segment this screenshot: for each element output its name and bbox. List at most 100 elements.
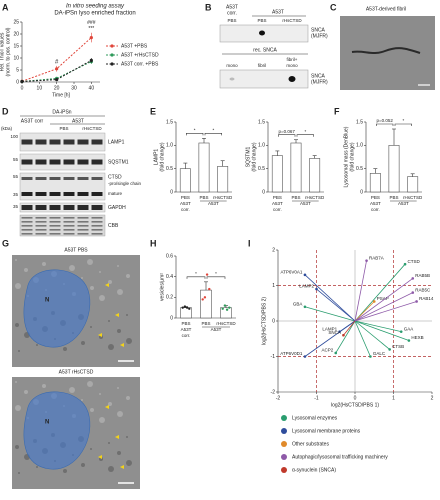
blot-title: rec. SNCA [253,47,277,53]
blot-band [63,159,75,165]
significance-bracket [296,134,314,137]
point [388,348,391,351]
texture [90,448,92,450]
blot-band [21,139,33,145]
lane-label: rHsCTSD [282,18,302,23]
y-tick-label: 1.0 [258,143,265,149]
point-label: HEXB [411,335,423,340]
bar [290,142,302,193]
blot-band [77,217,89,219]
group-label: A53T [272,9,284,15]
arrowhead [98,455,102,459]
y-tick-label: 0.5 [258,166,265,172]
y-axis-label: (fold change) [159,142,165,172]
texture [81,341,85,345]
texture [108,466,114,472]
y-tick-label: 1.5 [356,119,363,125]
point-label: ATP6V0A1 [281,270,303,275]
blot-band [63,221,75,223]
vector [316,288,356,322]
y-tick-label: -1 [271,354,276,360]
blot-band [91,221,103,223]
texture [69,387,75,393]
x-tick-label: rHsCTSD [216,321,236,326]
y-tick-label: 15 [13,43,19,49]
texture [36,344,38,346]
blot-band [77,205,89,210]
nucleus [23,391,91,470]
y-tick-label: 0.5 [356,166,363,172]
x-tick-label: PBS [291,195,300,200]
mw-marker: 55 [13,174,19,179]
arrowhead [105,283,109,287]
texture [87,381,93,387]
point [55,67,59,71]
texture [42,262,46,266]
texture [108,320,110,322]
texture [81,463,85,467]
lane-label: PBS [257,18,266,23]
texture [126,396,130,400]
blot-band [21,177,33,180]
point [399,330,403,333]
legend-label: A53T +rHsCTSD [121,52,159,58]
row-label: CBB [108,223,119,229]
blot-band [21,221,33,223]
panel-label: B [205,2,212,12]
group-label: corr. [182,333,191,338]
legend-label: Lysosomal membrane proteins [292,428,361,434]
chart-subtitle: DA-iPSn lyso enriched fraction [54,11,135,17]
blot-band [229,77,235,81]
blot-band [49,139,61,145]
blot-band [77,233,89,235]
blot-label: SNCA [311,27,326,33]
group-label: corr. [273,207,282,212]
blot-band [21,205,33,210]
blot-band [77,177,89,180]
blot-band [35,192,47,196]
significance-label: * [215,271,217,276]
texture [108,344,114,350]
blot-band [63,233,75,235]
blot-band [77,192,89,196]
blot-band [21,192,33,196]
annotation: *** [88,26,94,32]
x-axis-label: log2(HsCTSD/PBS 1) [331,402,379,408]
vector [343,320,356,336]
point [334,351,338,355]
lane-label: mono [286,63,298,68]
blot-band [77,229,89,231]
vector [354,301,375,322]
texture [15,283,21,289]
blot-band [21,225,33,227]
blot-band [63,217,75,219]
texture [15,323,19,327]
unit-label: (kDa) [1,126,13,131]
blot-band [77,221,89,223]
lane-label: PBS [227,18,236,23]
blot [219,69,309,89]
x-tick-label: 10 [37,85,43,91]
x-tick-label: 0 [21,85,24,91]
point-label: GBA [293,301,303,306]
texture [117,329,121,333]
x-tick-label: rHsCTSD [305,195,325,200]
lane-label: PBS [59,126,68,131]
blot-band [49,229,61,231]
vector [354,263,406,322]
texture [24,268,28,272]
y-tick-label: 0.2 [166,295,173,301]
annotation: # [55,59,59,65]
point [315,287,318,291]
x-tick-label: PBS [273,195,282,200]
lane-label: fibril [258,63,266,68]
panel-label: F [334,106,340,116]
lane-label: fibril+ [287,57,298,62]
legend-marker [110,62,114,66]
point [303,305,307,309]
group-label: A53T [300,201,311,206]
blot-band [91,177,103,180]
blot-band [35,177,47,180]
texture [42,384,46,388]
group-label: corr. [181,207,190,212]
